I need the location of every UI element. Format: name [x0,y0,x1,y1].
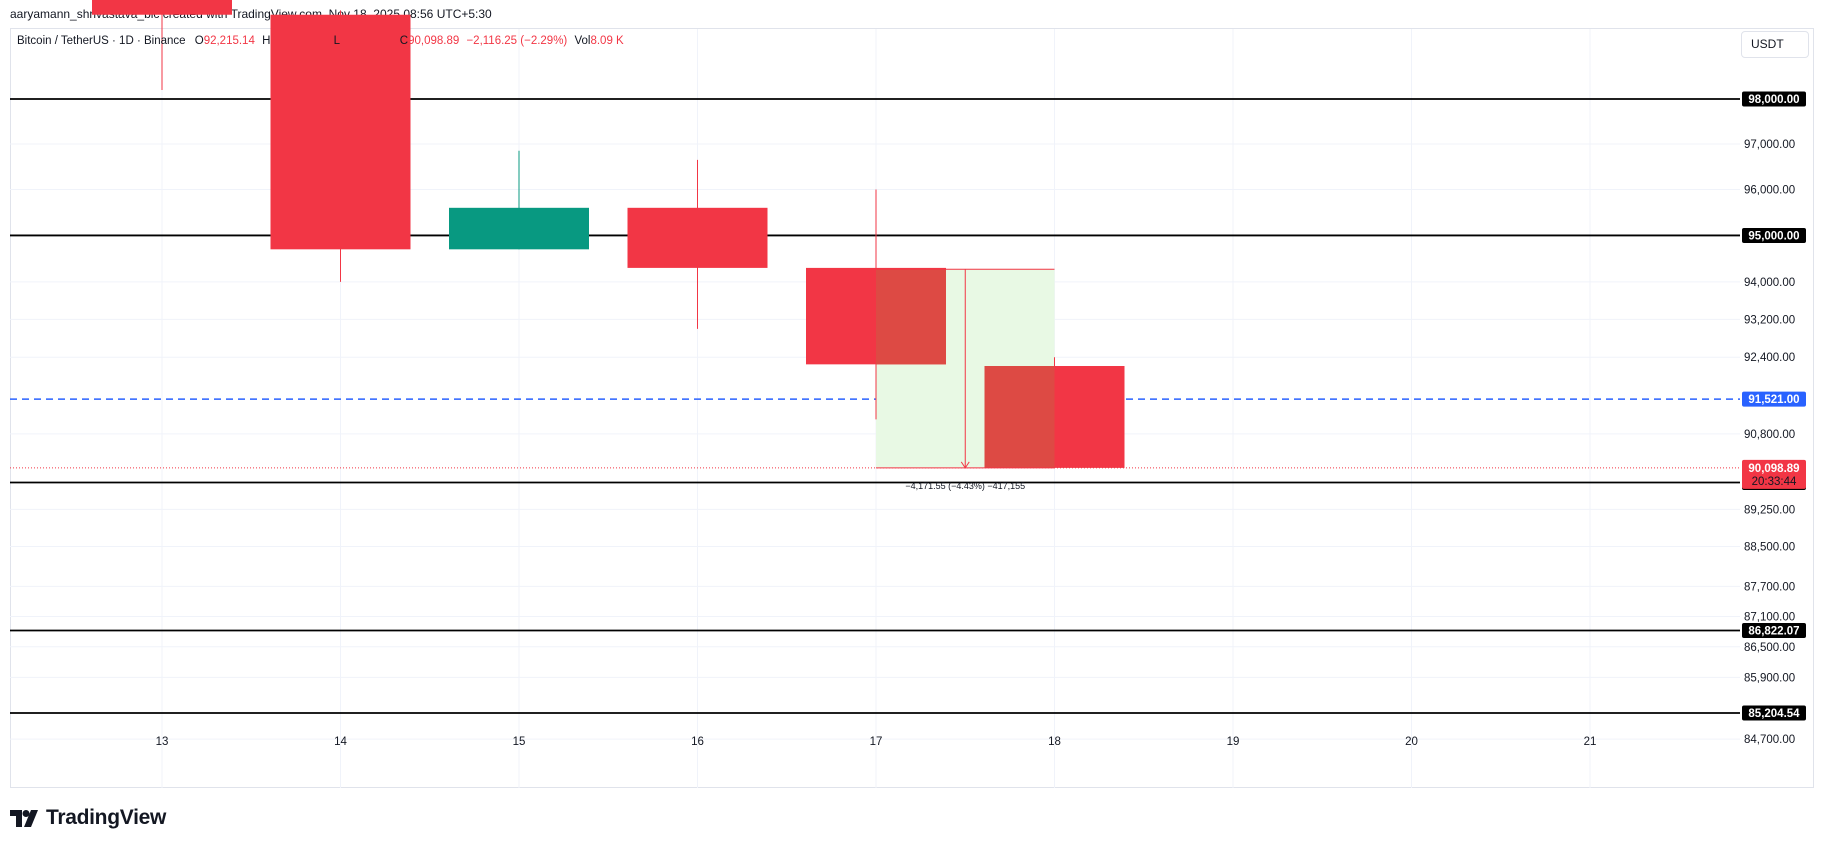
symbol-name[interactable]: Bitcoin / TetherUS · 1D · Binance [17,35,186,47]
time-axis-label: 16 [691,736,704,748]
time-axis-label: 20 [1405,736,1418,748]
price-axis-label: 86,500.00 [1744,642,1795,654]
close-value: 90,098.89 [408,35,460,47]
measure-label: −4,171.55 (−4.43%) −417,155 [905,481,1025,491]
candles [92,0,1125,468]
last-price-tag-value: 90,098.89 [1748,463,1799,475]
time-axis-label: 18 [1048,736,1061,748]
measure-candle-overlap [984,366,1055,468]
time-axis-label: 15 [513,736,526,748]
price-axis-label: 97,000.00 [1744,139,1795,151]
close-label: C [399,35,409,47]
time-axis-label: 19 [1227,736,1240,748]
price-axis-label: 87,700.00 [1744,581,1795,593]
last-price-tag [1742,459,1806,489]
price-axis-label: 89,250.00 [1744,504,1795,516]
level-price-tag-text: 86,822.07 [1748,625,1799,637]
chart-frame [10,28,1814,788]
level-price-tag [1742,227,1806,243]
measure-arrow-head [960,461,970,469]
candle-body [449,207,589,250]
price-axis-label: 87,100.00 [1744,611,1795,623]
measure-candle-overlap [876,269,946,365]
time-axis[interactable]: 13 14 15 16 17 18 19 20 21 [156,736,1597,748]
time-axis-label: 17 [870,736,883,748]
price-axis-label: 85,900.00 [1744,672,1795,684]
level-price-tag-text: 95,000.00 [1748,230,1799,242]
change-value: −2,116.25 (−2.29%) [466,35,568,47]
level-price-tag-text: 85,204.54 [1748,708,1800,720]
candle-body [627,207,768,268]
level-price-tag [1742,91,1806,107]
grid-lines [10,29,1740,788]
horizontal-lines[interactable] [10,98,1740,714]
candle-body [270,14,411,250]
time-axis-label: 21 [1584,736,1597,748]
tradingview-logo[interactable]: TradingView [10,806,166,830]
volume-label: Vol [574,35,591,47]
price-axis-label: 93,200.00 [1744,314,1795,326]
tradingview-logo-icon [10,809,38,827]
volume-value: 8.09 K [590,35,624,47]
price-axis-label: 94,000.00 [1744,277,1795,289]
candle-body [92,0,232,15]
low-label: L [333,35,340,47]
price-axis-label: 96,000.00 [1744,184,1795,196]
last-price-countdown: 20:33:44 [1752,476,1797,488]
symbol-legend[interactable]: Bitcoin / TetherUS · 1D · Binance O92,21… [17,35,624,47]
high-label: H [262,35,271,47]
price-axis-label: 88,500.00 [1744,541,1795,553]
price-chart[interactable]: −4,171.55 (−4.43%) −417,155 97,000.00 96,… [0,0,1825,800]
measure-tool[interactable]: −4,171.55 (−4.43%) −417,155 [876,268,1055,491]
time-axis-label: 13 [156,736,169,748]
price-axis-label: 92,400.00 [1744,352,1795,364]
price-axis[interactable]: 97,000.00 96,000.00 94,000.00 93,200.00 92,4… [1744,139,1795,746]
tradingview-brand-text: TradingView [46,806,167,829]
currency-button[interactable]: USDT [1741,31,1809,58]
level-price-tag [1742,705,1806,721]
dashed-price-tag-text: 91,521.00 [1748,394,1799,406]
dashed-price-tag [1742,391,1806,407]
time-axis-label: 14 [334,736,347,748]
level-price-tag-text: 98,000.00 [1748,94,1799,106]
price-axis-label: 84,700.00 [1744,734,1795,746]
level-price-tag [1742,622,1806,638]
price-tags: 98,000.0095,000.0089,800.0086,822.0785,2… [1742,91,1806,721]
open-label: O [194,35,204,47]
price-axis-label: 90,800.00 [1744,429,1795,441]
open-value: 92,215.14 [203,35,255,47]
